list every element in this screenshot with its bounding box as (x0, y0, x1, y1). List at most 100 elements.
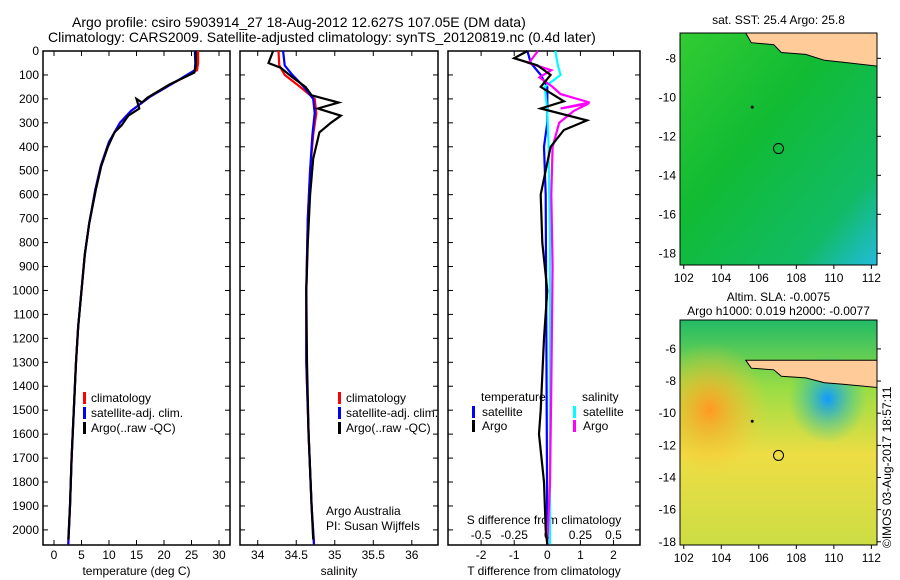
s-tick-label: 0.25 (569, 528, 593, 542)
legend-swatch (338, 407, 341, 419)
legend-label: satellite-adj. clim. (346, 406, 438, 420)
x-tick-label: -1 (509, 548, 520, 562)
y-tick-label: 400 (19, 140, 39, 154)
map-frame (679, 32, 878, 266)
x-axis-label: T difference from climatology (467, 564, 621, 578)
map-title: Altim. SLA: -0.0075 (727, 290, 831, 304)
x-tick-label: 10 (102, 548, 116, 562)
legend-swatch (83, 407, 86, 419)
y-tick-label: -14 (659, 168, 677, 182)
y-tick-label: -8 (665, 374, 676, 388)
x-tick-label: 102 (674, 271, 694, 285)
y-tick-label: 0 (32, 44, 39, 58)
x-tick-label: 5 (78, 548, 85, 562)
map-anomaly (680, 320, 877, 545)
x-tick-label: 112 (862, 551, 881, 565)
x-tick-label: 102 (674, 551, 694, 565)
series-line-satellite-adj-clim- (67, 50, 197, 545)
diff-frame (447, 50, 641, 546)
legend-swatch (83, 392, 86, 404)
series-line-t-argo (511, 50, 591, 545)
x-tick-label: 34 (251, 548, 265, 562)
y-tick-label: -12 (659, 438, 677, 452)
x-tick-label: 34.5 (285, 548, 309, 562)
y-tick-label: 1700 (12, 451, 39, 465)
y-tick-label: -14 (659, 471, 677, 485)
s-tick-label: -0.25 (501, 528, 529, 542)
legend-swatch (573, 420, 576, 432)
x-tick-label: 36 (405, 548, 419, 562)
figure-title-line1: Argo profile: csiro 5903914_27 18-Aug-20… (72, 14, 526, 30)
x-tick-label: 104 (711, 551, 731, 565)
legend-label: Argo (583, 419, 609, 433)
y-tick-label: 1300 (12, 355, 39, 369)
x-tick-label: 2 (610, 548, 617, 562)
y-tick-label: -16 (659, 503, 677, 517)
y-tick-label: 700 (19, 212, 39, 226)
y-tick-label: -16 (659, 207, 677, 221)
y-tick-label: 2000 (12, 523, 39, 537)
x-axis-label: temperature (deg C) (82, 564, 190, 578)
map-subtitle: Argo h1000: 0.019 h2000: -0.0077 (687, 304, 870, 318)
y-tick-label: -10 (659, 406, 677, 420)
legend-swatch (472, 420, 475, 432)
y-tick-label: -12 (659, 129, 677, 143)
series-line-argo-raw-qc- (67, 51, 197, 540)
legend-swatch (338, 422, 341, 434)
x-tick-label: 104 (711, 271, 731, 285)
legend-label: Argo(..raw -QC) (346, 421, 431, 435)
x-tick-label: 30 (212, 548, 226, 562)
argo-position-marker (773, 449, 784, 461)
x-tick-label: -2 (476, 548, 487, 562)
y-tick-label: 800 (19, 236, 39, 250)
y-tick-label: 1800 (12, 475, 39, 489)
x-tick-label: 25 (185, 548, 199, 562)
y-tick-label: 1200 (12, 331, 39, 345)
x-tick-label: 20 (157, 548, 171, 562)
legend-swatch (472, 406, 475, 418)
y-tick-label: 300 (19, 116, 39, 130)
series-line-s-argo (526, 50, 591, 545)
x-tick-label: 108 (786, 271, 806, 285)
y-tick-label: -10 (659, 90, 677, 104)
temp-panel: 0100200300400500600700800900100011001200… (12, 44, 231, 578)
map-title: sat. SST: 25.4 Argo: 25.8 (712, 13, 845, 27)
y-tick-label: 1500 (12, 403, 39, 417)
diff-panel: -2 -1 0 1 2 T difference from climatology S di… (447, 50, 641, 578)
x-tick-label: 1 (577, 548, 584, 562)
map-frame (679, 319, 878, 546)
legend-label: satellite (583, 405, 624, 419)
y-tick-label: -18 (659, 535, 677, 549)
legend-swatch (338, 392, 341, 404)
s-tick-label: 0.5 (605, 528, 622, 542)
figure-title-line2: Climatology: CARS2009. Satellite-adjuste… (48, 29, 596, 45)
series-line-climatology (67, 51, 200, 545)
y-tick-label: 100 (19, 68, 39, 82)
y-tick-label: -6 (665, 342, 676, 356)
legend-label: climatology (346, 391, 406, 405)
x-tick-label: 0 (544, 548, 551, 562)
y-tick-label: 1600 (12, 427, 39, 441)
annotation-text: PI: Susan Wijffels (326, 519, 420, 533)
christmas-island (750, 419, 754, 423)
legend-label: Argo(..raw -QC) (91, 421, 176, 435)
y-tick-label: 1400 (12, 379, 39, 393)
legend-label: satellite (482, 405, 523, 419)
x-tick-label: 35 (328, 548, 342, 562)
x-tick-label: 112 (862, 271, 881, 285)
x-tick-label: 106 (749, 271, 769, 285)
x-tick-label: 108 (786, 551, 806, 565)
s-tick-label: -0.5 (471, 528, 492, 542)
legend-swatch (83, 422, 86, 434)
y-tick-label: 500 (19, 164, 39, 178)
map-field (680, 33, 877, 265)
christmas-island (750, 105, 754, 109)
x-tick-label: 110 (824, 271, 843, 285)
sal-panel: 34 34.5 35 35.5 36 salinity climatologysatelli… (239, 50, 439, 578)
x-tick-label: 0 (51, 548, 58, 562)
y-tick-label: 1900 (12, 499, 39, 513)
s-axis-label: S difference from climatology (467, 513, 622, 527)
y-tick-label: 900 (19, 260, 39, 274)
